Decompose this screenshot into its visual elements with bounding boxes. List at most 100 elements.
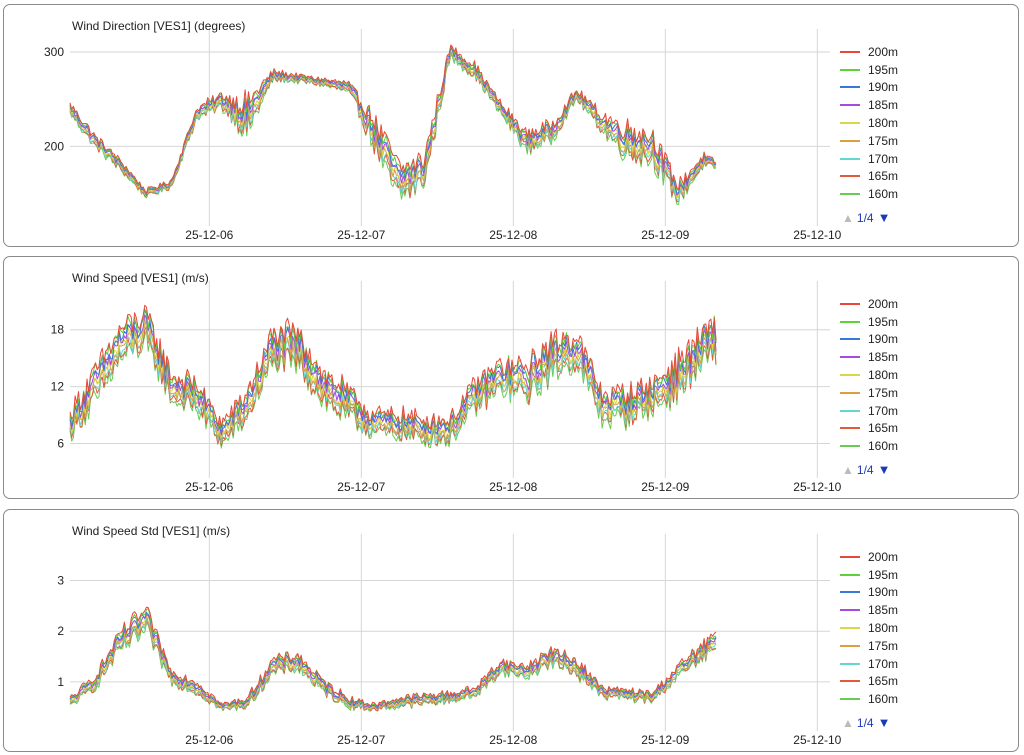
legend-item[interactable]: 180m	[840, 366, 920, 384]
wind-speed-std-chart: 25-12-06 25-12-07 25-12-08 25-12-09 25-12-10…	[57, 534, 842, 747]
wind-speed-chart-panel: 25-12-06 25-12-07 25-12-08 25-12-09 25-12-10…	[3, 256, 1019, 499]
legend-label: 165m	[868, 674, 899, 689]
x-tick-label: 25-12-06	[185, 733, 233, 747]
x-tick-label: 25-12-08	[489, 733, 537, 747]
series-line-185m	[69, 47, 717, 197]
legend-swatch	[840, 139, 860, 142]
x-tick-label: 25-12-07	[337, 480, 385, 494]
series-line-195m	[69, 45, 717, 195]
legend-swatch	[840, 445, 860, 448]
triangle-down-icon[interactable]: ▼	[877, 210, 891, 225]
triangle-up-icon[interactable]: ▲	[842, 210, 854, 225]
legend-label: 195m	[868, 314, 899, 329]
legend-label: 195m	[868, 62, 899, 77]
triangle-down-icon[interactable]: ▼	[877, 715, 891, 730]
legend-label: 175m	[868, 638, 899, 653]
legend-item[interactable]: 185m	[840, 601, 920, 619]
legend-item[interactable]: 170m	[840, 402, 920, 420]
legend-pager: ▲ 1/4 ▼	[842, 715, 890, 730]
legend-item[interactable]: 190m	[840, 584, 920, 602]
x-tick-label: 25-12-10	[793, 228, 841, 242]
legend-swatch	[840, 627, 860, 630]
chart-legend: 200m 195m 190m 185m 180m 175m 170m 165m 160m	[840, 295, 920, 455]
series-line-190m	[69, 46, 717, 196]
legend-swatch	[840, 573, 860, 576]
legend-label: 190m	[868, 80, 899, 95]
legend-swatch	[840, 193, 860, 196]
triangle-down-icon[interactable]: ▼	[877, 462, 891, 477]
legend-item[interactable]: 200m	[840, 548, 920, 566]
legend-label: 190m	[868, 585, 899, 600]
legend-label: 160m	[868, 439, 899, 454]
legend-item[interactable]: 165m	[840, 673, 920, 691]
legend-page-indicator: 1/4	[856, 462, 874, 477]
legend-swatch	[840, 157, 860, 160]
legend-item[interactable]: 160m	[840, 185, 920, 203]
legend-item[interactable]: 185m	[840, 96, 920, 114]
legend-item[interactable]: 185m	[840, 348, 920, 366]
legend-item[interactable]: 170m	[840, 655, 920, 673]
grid	[70, 534, 830, 731]
legend-swatch	[840, 50, 860, 53]
legend-item[interactable]: 200m	[840, 295, 920, 313]
x-tick-label: 25-12-09	[641, 228, 689, 242]
legend-label: 180m	[868, 116, 899, 131]
legend-item[interactable]: 195m	[840, 566, 920, 584]
legend-item[interactable]: 165m	[840, 420, 920, 438]
chart-title: Wind Speed Std [VES1] (m/s)	[72, 524, 231, 538]
chart-title: Wind Speed [VES1] (m/s)	[72, 271, 209, 285]
legend-item[interactable]: 165m	[840, 168, 920, 186]
legend-label: 200m	[868, 549, 899, 564]
legend-pager: ▲ 1/4 ▼	[842, 210, 890, 225]
legend-swatch	[840, 374, 860, 377]
chart-legend: 200m 195m 190m 185m 180m 175m 170m 165m 160m	[840, 548, 920, 708]
legend-label: 175m	[868, 133, 899, 148]
legend-swatch	[840, 644, 860, 647]
y-tick-label: 2	[57, 624, 64, 638]
legend-label: 200m	[868, 296, 899, 311]
legend-swatch	[840, 86, 860, 89]
legend-item[interactable]: 180m	[840, 114, 920, 132]
x-tick-label: 25-12-09	[641, 480, 689, 494]
legend-label: 180m	[868, 368, 899, 383]
legend-item[interactable]: 170m	[840, 150, 920, 168]
series-line-200m	[69, 304, 717, 430]
legend-swatch	[840, 409, 860, 412]
legend-item[interactable]: 175m	[840, 132, 920, 150]
legend-item[interactable]: 190m	[840, 79, 920, 97]
legend-swatch	[840, 427, 860, 430]
x-tick-label: 25-12-06	[185, 480, 233, 494]
legend-swatch	[840, 356, 860, 359]
legend-label: 175m	[868, 385, 899, 400]
legend-label: 170m	[868, 656, 899, 671]
y-tick-label: 6	[57, 437, 64, 451]
legend-item[interactable]: 160m	[840, 437, 920, 455]
legend-item[interactable]: 180m	[840, 619, 920, 637]
legend-item[interactable]: 190m	[840, 331, 920, 349]
triangle-up-icon[interactable]: ▲	[842, 715, 854, 730]
wind-speed-std-chart-panel: 25-12-06 25-12-07 25-12-08 25-12-09 25-12-10…	[3, 509, 1019, 752]
legend-swatch	[840, 122, 860, 125]
legend-label: 185m	[868, 98, 899, 113]
x-tick-label: 25-12-10	[793, 733, 841, 747]
legend-swatch	[840, 320, 860, 323]
series-line-185m	[69, 614, 717, 709]
x-tick-label: 25-12-08	[489, 480, 537, 494]
series-line-175m	[69, 318, 717, 442]
legend-item[interactable]: 200m	[840, 43, 920, 61]
wind-speed-chart: 25-12-06 25-12-07 25-12-08 25-12-09 25-12-10…	[51, 281, 842, 494]
legend-label: 165m	[868, 169, 899, 184]
legend-item[interactable]: 175m	[840, 384, 920, 402]
legend-item[interactable]: 195m	[840, 313, 920, 331]
legend-swatch	[840, 338, 860, 341]
y-tick-label: 18	[51, 323, 65, 337]
legend-swatch	[840, 302, 860, 305]
legend-item[interactable]: 195m	[840, 61, 920, 79]
legend-swatch	[840, 104, 860, 107]
legend-item[interactable]: 160m	[840, 690, 920, 708]
series-lines	[69, 606, 717, 712]
x-tick-label: 25-12-07	[337, 228, 385, 242]
triangle-up-icon[interactable]: ▲	[842, 462, 854, 477]
series-lines	[69, 304, 717, 449]
legend-item[interactable]: 175m	[840, 637, 920, 655]
